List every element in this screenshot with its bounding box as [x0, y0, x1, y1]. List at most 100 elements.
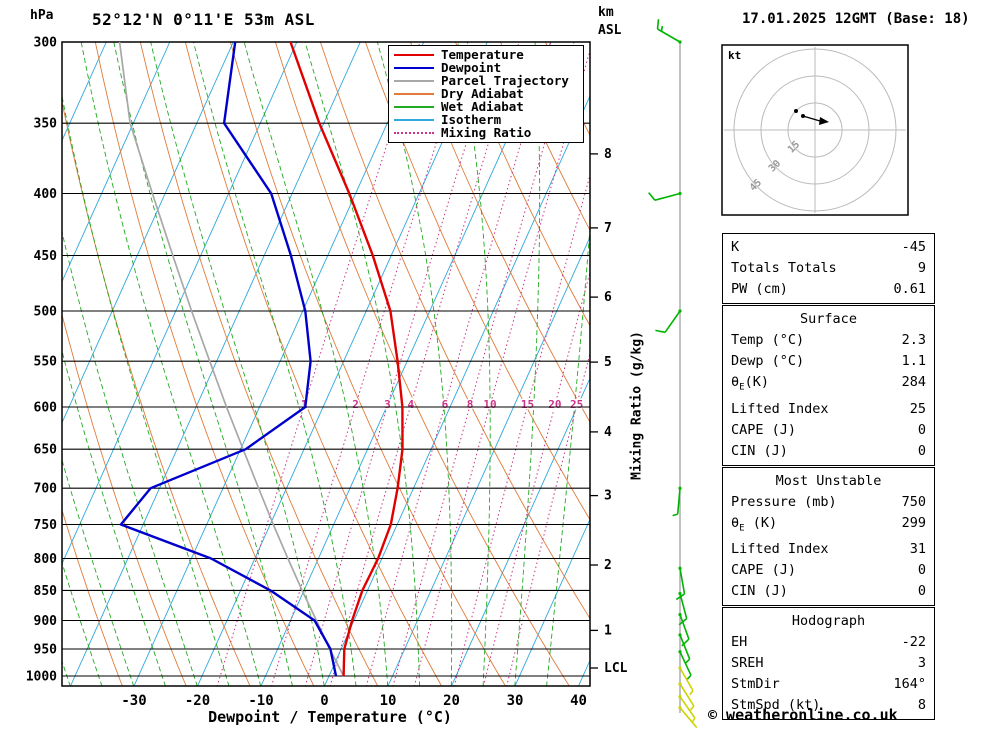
row-label: CAPE (J)	[731, 421, 797, 438]
svg-text:6: 6	[604, 290, 612, 305]
table-row: StmDir 164°	[731, 674, 926, 695]
hodograph-arrowhead	[819, 117, 829, 125]
legend: Temperature Dewpoint Parcel Trajectory Dry …	[388, 45, 584, 143]
row-value: -45	[901, 239, 926, 255]
table-row: θE (K) 299	[731, 513, 926, 540]
row-label: CAPE (J)	[731, 562, 797, 579]
legend-item: Mixing Ratio	[394, 126, 579, 139]
table-row: PW (cm) 0.61	[731, 279, 926, 300]
legend-label: Temperature	[441, 47, 524, 62]
svg-text:25: 25	[570, 398, 583, 411]
svg-text:40: 40	[570, 693, 587, 709]
table-row: Lifted Index 25	[731, 399, 926, 420]
legend-swatch-solid	[394, 66, 434, 69]
altitude-unit-asl: ASL	[598, 23, 622, 38]
table-title: Surface	[800, 311, 857, 327]
svg-text:20: 20	[443, 693, 460, 709]
table-row: Dewp (°C) 1.1	[731, 351, 926, 372]
table-row: StmSpd (kt) 8	[731, 695, 926, 716]
row-value: 8	[917, 697, 926, 714]
mixing-ratio-axis-label: Mixing Ratio (g/kg)	[629, 331, 645, 480]
pressure-unit-label: hPa	[30, 8, 54, 23]
svg-text:20: 20	[548, 398, 561, 411]
legend-label: Isotherm	[441, 112, 502, 127]
x-axis-label: Dewpoint / Temperature (°C)	[208, 708, 452, 726]
svg-text:550: 550	[34, 355, 58, 370]
row-label: θE(K)	[731, 374, 769, 393]
row-value: 0	[917, 442, 926, 459]
svg-text:7: 7	[604, 221, 612, 236]
legend-swatch-dotted	[394, 131, 434, 134]
row-label: Pressure (mb)	[731, 493, 837, 510]
hodograph-trace-dot	[794, 109, 798, 113]
svg-text:10: 10	[380, 693, 397, 709]
altitude-unit-km: km	[598, 5, 614, 20]
svg-text:0: 0	[320, 693, 328, 709]
row-value: 2.3	[901, 332, 926, 348]
row-value: 9	[917, 260, 926, 276]
table-row: Pressure (mb) 750	[731, 492, 926, 513]
row-label: StmSpd (kt)	[731, 697, 821, 714]
legend-label: Mixing Ratio	[441, 125, 532, 140]
legend-item: Dewpoint	[394, 61, 579, 74]
svg-text:1000: 1000	[26, 670, 57, 685]
chart-frame	[61, 41, 591, 687]
row-label: θE (K)	[731, 514, 778, 534]
row-value: 0	[917, 562, 926, 579]
table-row: K -45	[731, 237, 926, 258]
pressure-grid	[62, 41, 590, 677]
row-label: Temp (°C)	[731, 332, 805, 348]
temperature-curve	[289, 42, 404, 677]
svg-text:4: 4	[604, 425, 612, 440]
station-title: 52°12'N 0°11'E 53m ASL	[92, 10, 315, 29]
svg-text:8: 8	[467, 398, 474, 411]
row-label: Totals Totals	[731, 260, 837, 276]
svg-text:3: 3	[384, 398, 391, 411]
legend-item: Parcel Trajectory	[394, 74, 579, 87]
svg-text:2: 2	[604, 558, 612, 573]
row-label: CIN (J)	[731, 583, 788, 600]
axis-tick-labels: 3003504004505005506006507007508008509009…	[26, 36, 628, 710]
svg-text:300: 300	[34, 36, 58, 51]
legend-label: Wet Adiabat	[441, 99, 524, 114]
isotherms	[62, 42, 590, 686]
svg-text:-20: -20	[185, 693, 210, 709]
svg-text:850: 850	[34, 584, 58, 599]
mixing-ratio-value-labels: 1 2 3 4 6 8 10 15 20 25	[299, 397, 584, 413]
table-row: SREH 3	[731, 653, 926, 674]
svg-text:800: 800	[34, 552, 58, 567]
legend-label: Parcel Trajectory	[441, 73, 569, 88]
table-surface: Surface Temp (°C) 2.3 Dewp (°C) 1.1 θE(K) 284 L…	[722, 305, 935, 466]
row-value: 31	[909, 541, 926, 558]
row-value: 3	[917, 655, 926, 672]
svg-text:650: 650	[34, 443, 58, 458]
table-row: EH -22	[731, 632, 926, 653]
lcl-label: LCL	[604, 661, 628, 676]
legend-label: Dewpoint	[441, 60, 502, 75]
table-row: CAPE (J) 0	[731, 560, 926, 581]
row-value: 299	[901, 514, 926, 531]
legend-swatch-solid	[394, 53, 434, 56]
wind-barb-column	[648, 19, 698, 729]
svg-text:750: 750	[34, 518, 58, 533]
row-value: 284	[901, 374, 926, 390]
svg-text:5: 5	[604, 355, 612, 370]
sounding-profiles	[118, 42, 404, 677]
legend-swatch-solid	[394, 118, 434, 121]
row-value: -22	[901, 634, 926, 651]
dewpoint-curve	[119, 42, 338, 677]
copyright-credit: © weatheronline.co.uk	[708, 706, 898, 724]
svg-text:-30: -30	[121, 693, 146, 709]
table-hodograph: Hodograph EH -22 SREH 3 StmDir 164° StmSpd (kt)…	[722, 607, 935, 721]
legend-swatch-solid	[394, 79, 434, 82]
svg-text:600: 600	[34, 401, 58, 416]
row-label: Dewp (°C)	[731, 353, 805, 369]
svg-text:4: 4	[407, 398, 414, 411]
table-title: Most Unstable	[775, 472, 882, 489]
row-label: SREH	[731, 655, 764, 672]
legend-item: Dry Adiabat	[394, 87, 579, 100]
svg-text:6: 6	[442, 398, 449, 411]
legend-item: Wet Adiabat	[394, 100, 579, 113]
svg-text:1: 1	[604, 623, 612, 638]
